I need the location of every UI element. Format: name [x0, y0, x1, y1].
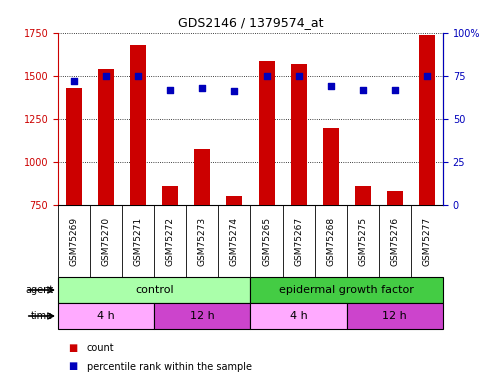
Title: GDS2146 / 1379574_at: GDS2146 / 1379574_at — [178, 16, 323, 29]
Text: GSM75276: GSM75276 — [390, 216, 399, 266]
Text: control: control — [135, 285, 173, 295]
Bar — [98, 69, 114, 205]
Text: GSM75271: GSM75271 — [134, 216, 142, 266]
Bar — [419, 35, 435, 205]
Bar — [347, 303, 443, 329]
Bar — [355, 186, 371, 205]
Bar — [162, 186, 178, 205]
Text: GSM75275: GSM75275 — [358, 216, 367, 266]
Point — [359, 87, 367, 93]
Text: GSM75274: GSM75274 — [230, 216, 239, 266]
Text: time: time — [31, 311, 53, 321]
Text: GSM75269: GSM75269 — [70, 216, 79, 266]
Bar — [251, 303, 347, 329]
Point — [70, 78, 78, 84]
Bar — [251, 277, 443, 303]
Text: 4 h: 4 h — [290, 311, 308, 321]
Point — [199, 85, 206, 91]
Text: GSM75270: GSM75270 — [101, 216, 111, 266]
Text: epidermal growth factor: epidermal growth factor — [279, 285, 414, 295]
Bar — [323, 129, 339, 205]
Bar — [154, 303, 251, 329]
Text: GSM75267: GSM75267 — [294, 216, 303, 266]
Bar — [58, 277, 251, 303]
Bar — [130, 45, 146, 205]
Point — [263, 73, 270, 79]
Text: 4 h: 4 h — [97, 311, 115, 321]
Bar — [66, 88, 82, 205]
Bar — [291, 64, 307, 205]
Bar — [387, 191, 403, 205]
Text: GSM75272: GSM75272 — [166, 216, 175, 266]
Point — [295, 73, 302, 79]
Text: GSM75273: GSM75273 — [198, 216, 207, 266]
Point — [102, 73, 110, 79]
Text: GSM75277: GSM75277 — [423, 216, 431, 266]
Point — [327, 83, 335, 89]
Point — [167, 87, 174, 93]
Text: GSM75265: GSM75265 — [262, 216, 271, 266]
Bar — [194, 149, 211, 205]
Bar — [227, 196, 242, 205]
Text: GSM75268: GSM75268 — [326, 216, 335, 266]
Point — [391, 87, 399, 93]
Bar — [58, 303, 154, 329]
Point — [134, 73, 142, 79]
Text: 12 h: 12 h — [383, 311, 407, 321]
Point — [423, 73, 431, 79]
Text: percentile rank within the sample: percentile rank within the sample — [87, 362, 252, 372]
Text: ■: ■ — [68, 343, 77, 353]
Text: agent: agent — [25, 285, 53, 295]
Bar — [258, 60, 274, 205]
Text: count: count — [87, 343, 114, 353]
Point — [230, 88, 238, 94]
Text: 12 h: 12 h — [190, 311, 215, 321]
Text: ■: ■ — [68, 362, 77, 372]
